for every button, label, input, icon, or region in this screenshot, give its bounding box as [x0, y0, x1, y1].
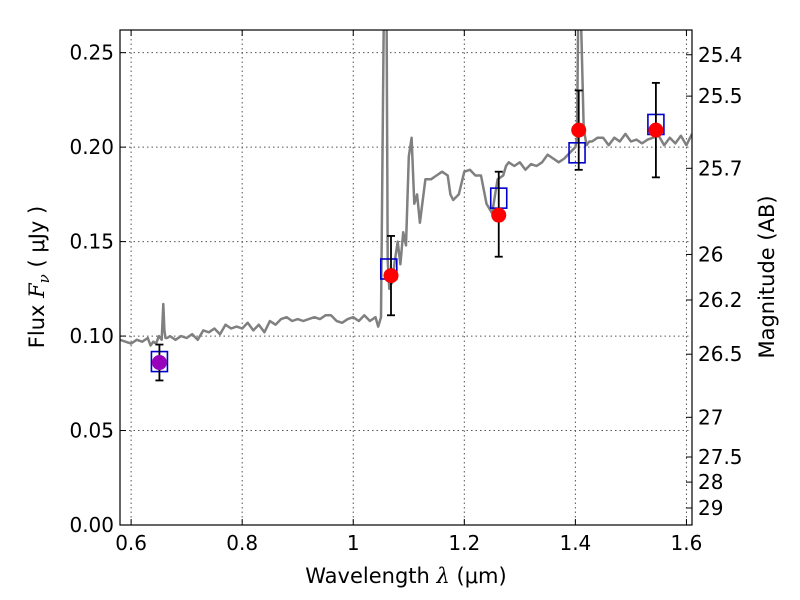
x-tick-label: 0.8 [226, 531, 258, 555]
y2-tick-label: 28 [698, 470, 723, 494]
y2-tick-label: 25.5 [698, 84, 743, 108]
observed-point [571, 122, 587, 138]
observed-point [648, 122, 664, 138]
y2-tick-label: 27 [698, 405, 723, 429]
observed-point [151, 355, 167, 371]
y2-tick-label: 27.5 [698, 445, 743, 469]
x-axis-title: Wavelength λ (μm) [305, 564, 506, 588]
plot-frame [119, 29, 693, 526]
y2-tick-label: 29 [698, 496, 723, 520]
y2-tick-label: 25.4 [698, 43, 743, 67]
observed-point [491, 207, 507, 223]
y-tick-label: 0.05 [69, 419, 114, 443]
y-tick-label: 0.00 [69, 513, 114, 537]
model-box [568, 142, 586, 164]
y-tick-label: 0.20 [69, 135, 114, 159]
y2-tick-label: 25.7 [698, 156, 743, 180]
plot-area [120, 30, 692, 382]
x-tick-label: 0.6 [115, 531, 147, 555]
series-layer [120, 30, 692, 382]
y2-axis-title: Magnitude (AB) [755, 195, 779, 358]
y2-tick-label: 26.2 [698, 288, 743, 312]
plot-background [120, 30, 692, 525]
y-tick-label: 0.25 [69, 41, 114, 65]
y-axis-title: Flux Fν ( μJy ) [25, 206, 53, 348]
x-tick-label: 1 [347, 531, 360, 555]
x-tick-label: 1.4 [559, 531, 591, 555]
axis-ticks: 0.6 0.8 1 1.2 1.4 1.6 0.00 0.05 0.10 0.15 0.20 0.25… [69, 30, 743, 555]
x-tick-label: 1.2 [448, 531, 480, 555]
y-tick-label: 0.10 [69, 324, 114, 348]
y2-tick-label: 26 [698, 242, 723, 266]
observed-point [383, 268, 399, 284]
y-tick-label: 0.15 [69, 230, 114, 254]
x-tick-label: 1.6 [671, 531, 703, 555]
y2-tick-label: 26.5 [698, 342, 743, 366]
